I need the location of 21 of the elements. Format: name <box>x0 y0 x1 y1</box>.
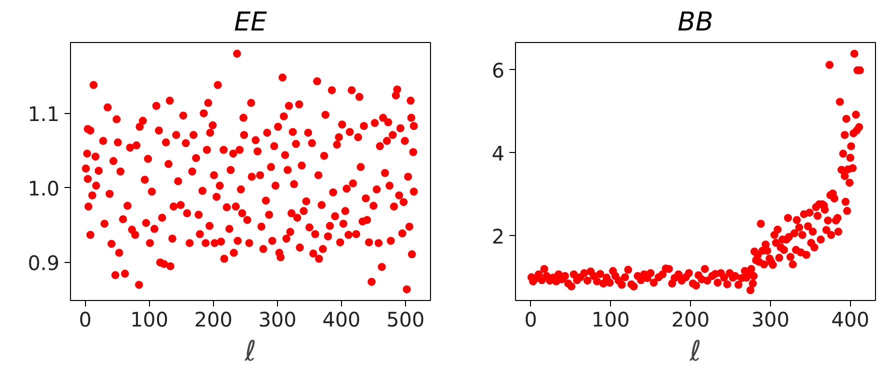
x-axis-title: ℓ <box>244 334 256 368</box>
y-tick-label: 1.1 <box>28 102 60 126</box>
x-tick-label: 200 <box>671 308 710 332</box>
x-tick-label: 300 <box>751 308 790 332</box>
x-tick-label: 200 <box>194 308 232 332</box>
y-tick-label: 2 <box>492 224 505 248</box>
y-tick-label: 1.0 <box>28 176 60 200</box>
y-tick-label: 4 <box>492 141 505 166</box>
x-tick-label: 400 <box>322 308 361 332</box>
x-tick-label: 400 <box>831 308 870 332</box>
x-tick-label: 300 <box>258 308 297 332</box>
x-tick-label: 500 <box>386 308 425 332</box>
y-tick-label: 0.9 <box>28 250 60 275</box>
x-tick-label: 0 <box>78 308 92 332</box>
chart-title: BB <box>678 8 714 38</box>
x-tick-label: 100 <box>592 308 630 332</box>
chart-title: EE <box>234 8 268 38</box>
x-tick-label: 100 <box>130 308 168 332</box>
y-tick-label: 6 <box>492 58 505 82</box>
x-axis-title: ℓ <box>688 334 702 368</box>
x-tick-label: 0 <box>524 308 538 332</box>
